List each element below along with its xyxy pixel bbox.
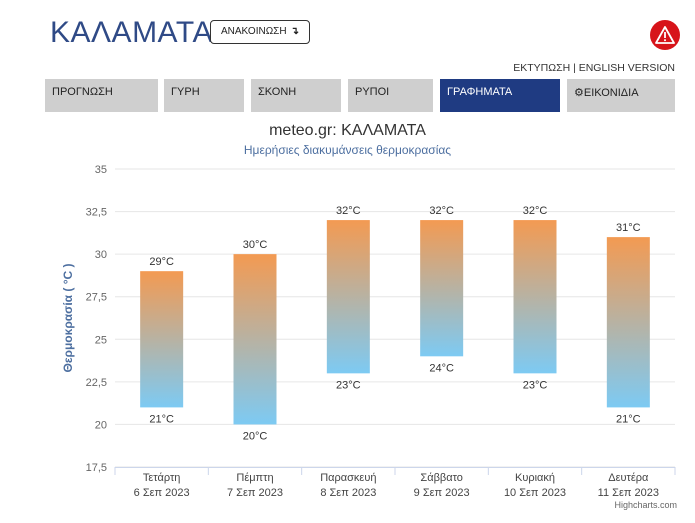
x-tick-date: 6 Σεπ 2023 <box>134 487 190 499</box>
tab-label: ΡΥΠΟΙ <box>355 86 390 98</box>
y-axis-label: Θερμοκρασία ( °C ) <box>61 264 75 373</box>
low-temp-label: 21°C <box>149 413 174 425</box>
tab-forecast[interactable]: ΠΡΟΓΝΩΣΗ <box>45 79 158 112</box>
tab-label: ΓΥΡΗ <box>171 86 200 98</box>
x-tick-day: Τετάρτη <box>143 472 181 484</box>
high-temp-label: 30°C <box>243 239 268 251</box>
high-temp-label: 32°C <box>336 205 361 217</box>
y-tick-label: 35 <box>95 164 107 176</box>
high-temp-label: 32°C <box>523 205 548 217</box>
x-tick-date: 11 Σεπ 2023 <box>598 487 659 499</box>
y-tick-label: 25 <box>95 334 107 346</box>
page-title: ΚΑΛΑΜΑΤΑ <box>50 16 213 49</box>
arrow-down-icon: ↴ <box>290 26 299 37</box>
chart-subtitle: Ημερήσιες διακυμάνσεις θερμοκρασίας <box>243 143 452 157</box>
y-tick-label: 27,5 <box>86 292 107 304</box>
x-tick-day: Κυριακή <box>515 472 555 484</box>
tab-pollutants[interactable]: ΡΥΠΟΙ <box>348 79 433 112</box>
temperature-range-bar[interactable] <box>513 220 557 374</box>
warning-button[interactable] <box>650 20 680 50</box>
temperature-range-bar[interactable] <box>326 220 370 374</box>
announcement-label: ΑΝΑΚΟΙΝΩΣΗ <box>221 26 287 37</box>
y-tick-label: 30 <box>95 249 107 261</box>
high-temp-label: 29°C <box>149 256 174 268</box>
low-temp-label: 21°C <box>616 413 641 425</box>
tab-label: ΓΡΑΦΗΜΑΤΑ <box>447 86 513 98</box>
tab-label: ΣΚΟΝΗ <box>258 86 297 98</box>
low-temp-label: 20°C <box>243 430 268 442</box>
chart-title: meteo.gr: ΚΑΛΑΜΑΤΑ <box>269 122 426 139</box>
low-temp-label: 23°C <box>523 379 548 391</box>
tab-icons[interactable]: ⚙ΕΙΚΟΝΙΔΙΑ <box>567 79 675 112</box>
high-temp-label: 31°C <box>616 222 641 234</box>
x-tick-date: 9 Σεπ 2023 <box>414 487 470 499</box>
warning-icon <box>655 26 675 44</box>
x-tick-day: Παρασκευή <box>320 472 376 484</box>
y-tick-label: 32,5 <box>86 207 107 219</box>
announcement-button[interactable]: ΑΝΑΚΟΙΝΩΣΗ ↴ <box>210 20 310 44</box>
tab-dust[interactable]: ΣΚΟΝΗ <box>251 79 341 112</box>
temperature-range-bar[interactable] <box>233 254 277 425</box>
temperature-range-bar[interactable] <box>140 271 184 408</box>
y-tick-label: 20 <box>95 419 107 431</box>
x-tick-day: Δευτέρα <box>608 472 649 484</box>
x-tick-date: 8 Σεπ 2023 <box>320 487 376 499</box>
chart-credits[interactable]: Highcharts.com <box>614 500 677 510</box>
y-tick-label: 17,5 <box>86 462 107 474</box>
tab-label: ⚙ΕΙΚΟΝΙΔΙΑ <box>574 87 639 99</box>
x-tick-date: 10 Σεπ 2023 <box>504 487 566 499</box>
tab-charts[interactable]: ΓΡΑΦΗΜΑΤΑ <box>440 79 560 112</box>
low-temp-label: 23°C <box>336 379 361 391</box>
tab-pollen[interactable]: ΓΥΡΗ <box>164 79 244 112</box>
low-temp-label: 24°C <box>429 362 454 374</box>
x-tick-day: Σάββατο <box>420 472 462 484</box>
high-temp-label: 32°C <box>429 205 454 217</box>
x-tick-day: Πέμπτη <box>236 472 273 484</box>
y-tick-label: 22,5 <box>86 377 107 389</box>
print-language-links[interactable]: ΕΚΤΥΠΩΣΗ | ENGLISH VERSION <box>513 62 675 74</box>
temperature-range-bar[interactable] <box>606 237 650 408</box>
temperature-range-bar[interactable] <box>420 220 464 357</box>
x-tick-date: 7 Σεπ 2023 <box>227 487 283 499</box>
tab-label: ΠΡΟΓΝΩΣΗ <box>52 86 113 98</box>
